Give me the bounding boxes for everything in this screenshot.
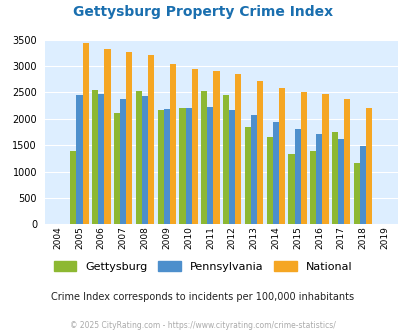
Text: Gettysburg Property Crime Index: Gettysburg Property Crime Index — [73, 5, 332, 19]
Bar — [309, 151, 315, 224]
Bar — [92, 90, 98, 224]
Bar — [120, 99, 126, 224]
Bar — [228, 110, 234, 224]
Bar — [353, 163, 359, 224]
Bar — [266, 137, 272, 224]
Legend: Gettysburg, Pennsylvania, National: Gettysburg, Pennsylvania, National — [54, 261, 351, 272]
Bar — [82, 43, 88, 224]
Bar — [322, 94, 328, 224]
Bar — [114, 113, 120, 224]
Bar — [331, 132, 337, 224]
Bar — [222, 94, 228, 224]
Bar — [213, 71, 219, 224]
Bar — [126, 52, 132, 224]
Bar — [337, 139, 343, 224]
Bar — [244, 127, 250, 224]
Bar — [142, 96, 148, 224]
Bar — [70, 151, 76, 224]
Bar — [300, 92, 306, 224]
Bar — [135, 91, 142, 224]
Bar — [288, 154, 294, 224]
Bar — [169, 64, 175, 224]
Bar — [278, 88, 284, 224]
Bar — [104, 49, 110, 224]
Bar — [207, 107, 213, 224]
Bar — [76, 94, 82, 224]
Bar — [256, 81, 262, 224]
Bar — [250, 115, 256, 224]
Bar — [343, 99, 350, 224]
Bar — [294, 129, 300, 224]
Bar — [179, 108, 185, 224]
Bar — [365, 108, 371, 224]
Bar — [157, 110, 163, 224]
Bar — [315, 134, 322, 224]
Bar — [163, 109, 169, 224]
Bar — [234, 74, 241, 224]
Bar — [98, 94, 104, 224]
Bar — [272, 122, 278, 224]
Text: © 2025 CityRating.com - https://www.cityrating.com/crime-statistics/: © 2025 CityRating.com - https://www.city… — [70, 321, 335, 330]
Bar — [148, 55, 154, 224]
Bar — [359, 146, 365, 224]
Bar — [191, 69, 197, 224]
Text: Crime Index corresponds to incidents per 100,000 inhabitants: Crime Index corresponds to incidents per… — [51, 292, 354, 302]
Bar — [201, 91, 207, 224]
Bar — [185, 108, 191, 224]
